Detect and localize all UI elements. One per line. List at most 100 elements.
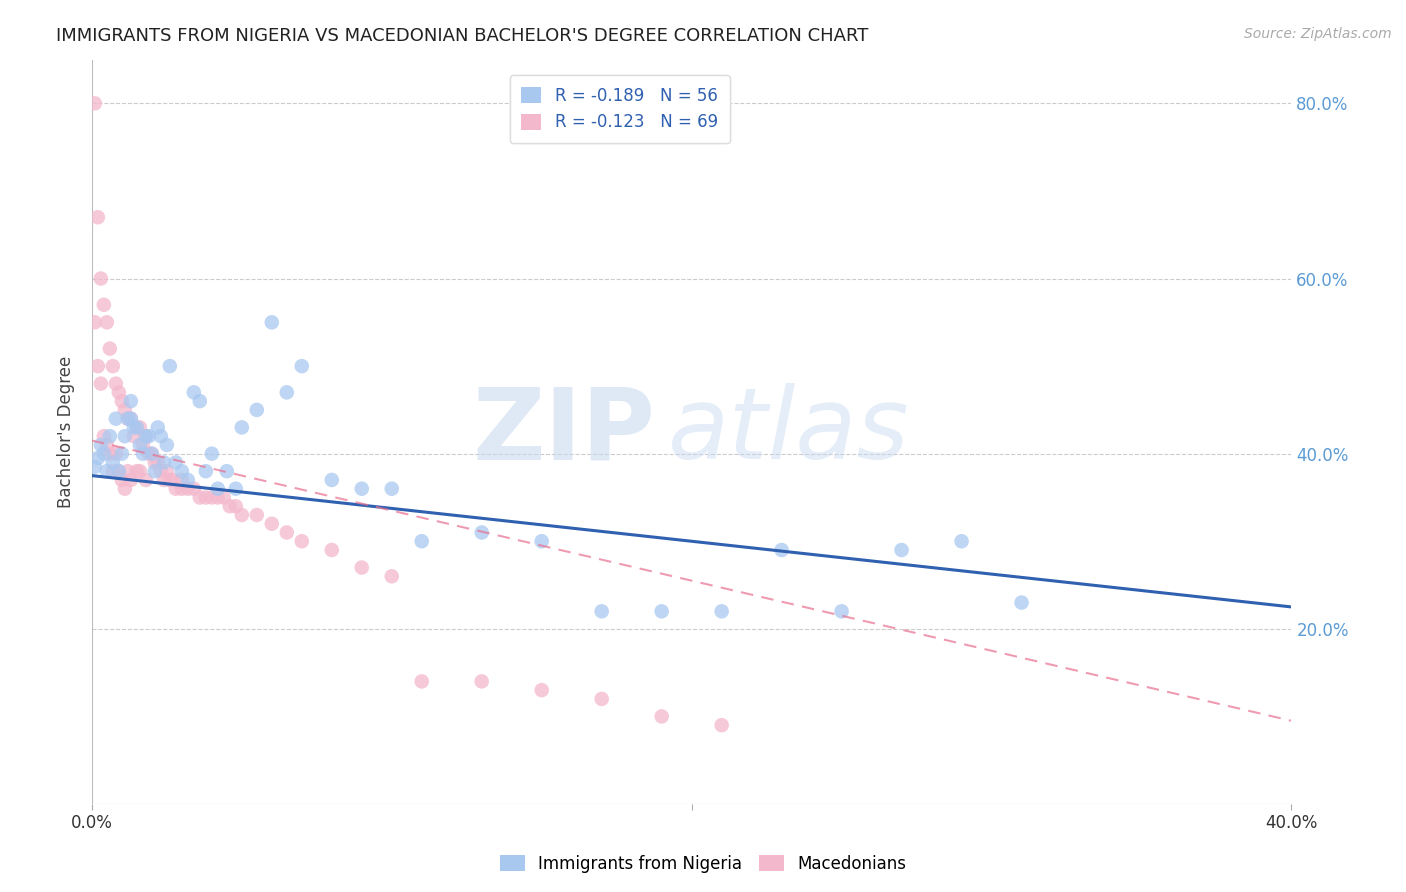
Point xyxy=(291,534,314,549)
Point xyxy=(90,438,112,452)
Point xyxy=(104,447,127,461)
Point xyxy=(156,438,179,452)
Point xyxy=(111,394,134,409)
Point xyxy=(591,692,613,706)
Point xyxy=(101,359,124,373)
Point xyxy=(143,464,166,478)
Point xyxy=(159,359,181,373)
Point xyxy=(117,411,139,425)
Point xyxy=(141,447,163,461)
Point xyxy=(120,394,142,409)
Point xyxy=(170,482,193,496)
Point xyxy=(194,464,217,478)
Point xyxy=(128,420,150,434)
Point xyxy=(98,342,121,356)
Point xyxy=(96,438,118,452)
Point xyxy=(83,315,105,329)
Point xyxy=(183,385,205,400)
Point xyxy=(90,271,112,285)
Point xyxy=(135,429,157,443)
Point xyxy=(890,543,912,558)
Point xyxy=(177,473,200,487)
Point xyxy=(170,464,193,478)
Point xyxy=(98,447,121,461)
Point xyxy=(591,604,613,618)
Point xyxy=(165,482,187,496)
Point xyxy=(101,464,124,478)
Point xyxy=(159,473,181,487)
Point xyxy=(114,429,136,443)
Text: IMMIGRANTS FROM NIGERIA VS MACEDONIAN BACHELOR'S DEGREE CORRELATION CHART: IMMIGRANTS FROM NIGERIA VS MACEDONIAN BA… xyxy=(56,27,869,45)
Point xyxy=(135,429,157,443)
Point xyxy=(350,482,373,496)
Point xyxy=(231,420,253,434)
Point xyxy=(651,709,673,723)
Point xyxy=(93,429,115,443)
Point xyxy=(132,438,155,452)
Point xyxy=(212,491,235,505)
Point xyxy=(156,464,179,478)
Point xyxy=(276,525,298,540)
Point xyxy=(411,534,433,549)
Point xyxy=(225,482,247,496)
Point xyxy=(138,447,160,461)
Point xyxy=(125,420,148,434)
Point xyxy=(411,674,433,689)
Point xyxy=(770,543,793,558)
Point xyxy=(276,385,298,400)
Point xyxy=(128,464,150,478)
Point xyxy=(1011,596,1033,610)
Point xyxy=(183,482,205,496)
Point xyxy=(104,376,127,391)
Point xyxy=(153,455,176,469)
Point xyxy=(141,447,163,461)
Point xyxy=(710,604,733,618)
Point xyxy=(117,464,139,478)
Point xyxy=(135,473,157,487)
Point xyxy=(350,560,373,574)
Point xyxy=(215,464,238,478)
Legend: R = -0.189   N = 56, R = -0.123   N = 69: R = -0.189 N = 56, R = -0.123 N = 69 xyxy=(510,76,730,143)
Point xyxy=(381,482,404,496)
Text: atlas: atlas xyxy=(668,384,910,480)
Point xyxy=(83,96,105,111)
Point xyxy=(128,438,150,452)
Point xyxy=(162,473,184,487)
Point xyxy=(471,525,494,540)
Point xyxy=(710,718,733,732)
Point xyxy=(950,534,973,549)
Point xyxy=(471,674,494,689)
Point xyxy=(260,516,283,531)
Point xyxy=(246,403,269,417)
Point xyxy=(90,376,112,391)
Point xyxy=(530,683,553,698)
Point xyxy=(111,447,134,461)
Point xyxy=(93,298,115,312)
Legend: Immigrants from Nigeria, Macedonians: Immigrants from Nigeria, Macedonians xyxy=(494,848,912,880)
Point xyxy=(165,455,187,469)
Point xyxy=(87,211,110,225)
Point xyxy=(122,420,145,434)
Point xyxy=(132,447,155,461)
Point xyxy=(87,359,110,373)
Point xyxy=(83,459,105,474)
Point xyxy=(231,508,253,522)
Point xyxy=(218,500,240,514)
Point xyxy=(93,447,115,461)
Point xyxy=(108,464,131,478)
Point xyxy=(108,385,131,400)
Point xyxy=(831,604,853,618)
Point xyxy=(207,482,229,496)
Point xyxy=(153,473,176,487)
Point xyxy=(291,359,314,373)
Point xyxy=(530,534,553,549)
Point xyxy=(207,491,229,505)
Point xyxy=(146,455,169,469)
Point xyxy=(114,482,136,496)
Text: Source: ZipAtlas.com: Source: ZipAtlas.com xyxy=(1244,27,1392,41)
Point xyxy=(260,315,283,329)
Point xyxy=(201,491,224,505)
Point xyxy=(120,411,142,425)
Point xyxy=(149,464,172,478)
Point xyxy=(143,455,166,469)
